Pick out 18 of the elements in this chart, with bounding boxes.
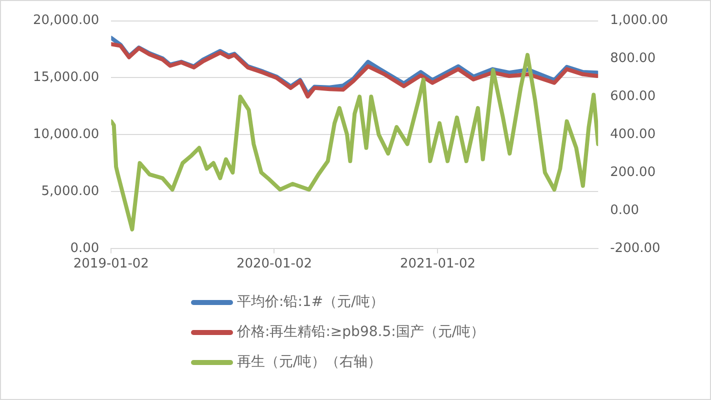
legend-label: 平均价:铅:1#（元/吨） (237, 293, 384, 311)
y2-tick-label: -200.00 (610, 240, 660, 256)
x-tick-label: 2020-01-02 (236, 256, 312, 272)
legend-label: 再生（元/吨）（右轴） (237, 353, 382, 371)
y2-tick-label: 0.00 (610, 202, 640, 218)
y2-tick-label: 1,000.00 (610, 13, 668, 28)
y-tick-label: 0.00 (70, 240, 100, 256)
y-tick-label: 10,000.00 (32, 126, 100, 142)
y-tick-label: 5,000.00 (41, 184, 100, 199)
x-tick-label: 2019-01-02 (73, 256, 149, 272)
legend-label: 价格:再生精铅:≥pb98.5:国产（元/吨） (237, 323, 485, 341)
y2-tick-label: 800.00 (610, 51, 656, 66)
y-tick-label: 15,000.00 (32, 70, 100, 86)
y2-tick-label: 200.00 (610, 164, 656, 180)
y2-tick-label: 400.00 (610, 126, 656, 142)
x-tick-label: 2021-01-02 (400, 256, 476, 272)
y2-tick-label: 600.00 (610, 89, 656, 104)
y-tick-label: 20,000.00 (32, 13, 100, 28)
